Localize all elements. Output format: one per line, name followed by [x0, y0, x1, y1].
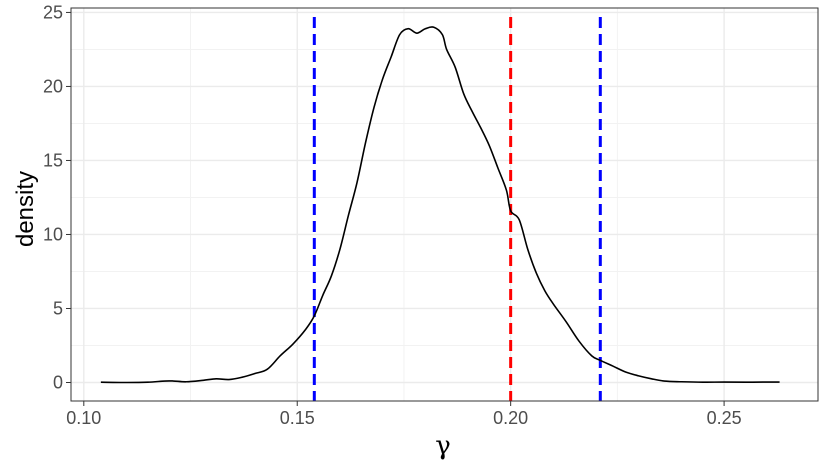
panel-border [70, 7, 819, 402]
x-axis-title: γ [435, 431, 451, 461]
x-tick-label: 0.10 [66, 408, 101, 428]
x-tick-label: 0.25 [707, 408, 742, 428]
y-tick-label: 15 [43, 150, 63, 170]
y-tick-label: 5 [53, 298, 63, 318]
density-series [100, 26, 780, 384]
x-tick-label: 0.20 [493, 408, 528, 428]
x-axis-ticks: 0.10 0.15 0.20 0.25 [66, 401, 742, 428]
y-tick-label: 10 [43, 224, 63, 244]
x-tick-label: 0.15 [280, 408, 315, 428]
y-axis-ticks: 0 5 10 15 20 25 [43, 2, 71, 392]
major-gridlines [71, 8, 818, 401]
density-curve-0 [100, 26, 780, 384]
y-axis-title: density [12, 171, 39, 247]
y-tick-label: 25 [43, 2, 63, 22]
y-tick-label: 0 [53, 372, 63, 392]
minor-gridlines [71, 8, 818, 401]
y-tick-label: 20 [43, 76, 63, 96]
